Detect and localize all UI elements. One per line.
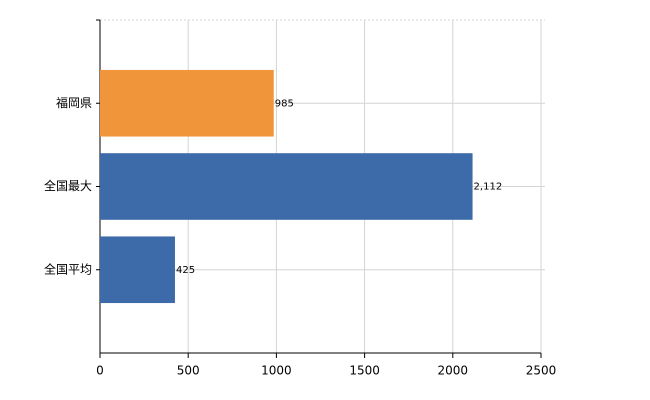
bar	[100, 236, 175, 304]
y-tick-label: 全国平均	[44, 261, 92, 276]
bar	[100, 153, 473, 220]
value-label: 425	[176, 265, 195, 276]
bar	[100, 69, 274, 137]
y-tick-label: 全国最大	[44, 178, 92, 193]
value-label: 2,112	[474, 182, 503, 193]
x-tick-label: 0	[96, 364, 104, 378]
x-tick-label: 1000	[261, 364, 292, 378]
x-tick-label: 1500	[349, 364, 380, 378]
value-label: 985	[275, 98, 294, 109]
x-tick-label: 500	[177, 364, 200, 378]
y-tick-label: 福岡県	[56, 95, 92, 110]
x-tick-label: 2000	[438, 364, 469, 378]
x-tick-label: 2500	[526, 364, 557, 378]
